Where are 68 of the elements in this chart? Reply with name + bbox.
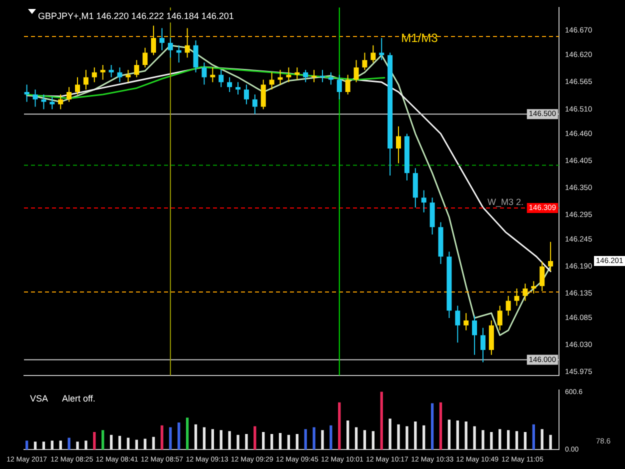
- bar: [540, 429, 544, 450]
- bar: [321, 430, 324, 450]
- bar: [498, 429, 502, 450]
- chart-title: GBPJPY+,M1 146.220 146.222 146.184 146.201: [38, 10, 234, 21]
- bar: [245, 434, 248, 450]
- bar: [296, 434, 298, 450]
- bar: [380, 392, 383, 450]
- bar: [287, 434, 290, 450]
- bar: [549, 434, 552, 450]
- bar: [160, 425, 164, 450]
- bar: [414, 421, 417, 450]
- bar: [102, 430, 104, 450]
- bar: [194, 424, 198, 450]
- bar: [473, 426, 476, 450]
- bar: [270, 434, 274, 450]
- bar: [126, 438, 130, 450]
- bar: [346, 420, 350, 450]
- bar: [397, 424, 400, 450]
- bar: [34, 442, 37, 450]
- bar: [422, 425, 426, 450]
- bar: [144, 438, 146, 450]
- text: VSA: [30, 394, 48, 404]
- bar: [110, 434, 113, 450]
- bar: [152, 436, 155, 450]
- bar: [532, 424, 535, 450]
- bar: [506, 430, 510, 450]
- bar: [76, 442, 79, 450]
- bar: [482, 430, 484, 450]
- bar: [178, 422, 180, 450]
- bar: [524, 432, 527, 450]
- bar: [304, 429, 307, 450]
- bar: [135, 440, 138, 450]
- bar: [220, 430, 222, 450]
- bar: [84, 440, 88, 450]
- bar: [406, 426, 408, 450]
- bar: [202, 427, 206, 450]
- bar: [388, 418, 392, 450]
- bar: [312, 427, 316, 450]
- bar: [430, 403, 434, 450]
- bar: [456, 420, 459, 450]
- bar: [354, 427, 358, 450]
- bar: [515, 431, 518, 450]
- bar: [448, 420, 451, 450]
- bar: [118, 436, 122, 450]
- bar: [50, 440, 54, 450]
- bar: [262, 432, 265, 450]
- bar: [25, 440, 28, 450]
- bar: [228, 431, 231, 450]
- bar: [254, 426, 256, 450]
- bar: [490, 432, 493, 450]
- bar: [186, 418, 189, 450]
- bar: [278, 432, 282, 450]
- bar: [211, 429, 214, 450]
- bar: [68, 438, 70, 450]
- bar: [439, 402, 442, 450]
- bar: [338, 402, 341, 450]
- bar: [93, 432, 96, 450]
- bar: [42, 442, 46, 450]
- bar: [59, 440, 62, 450]
- annotation: M1/M3: [401, 31, 438, 46]
- text: Alert off.: [62, 394, 96, 404]
- annotation: W_M3 2.: [487, 197, 524, 208]
- bar: [169, 427, 172, 450]
- bar: [330, 425, 332, 450]
- bar: [236, 434, 240, 450]
- bar: [363, 430, 366, 450]
- bar: [372, 431, 374, 450]
- bar: [464, 421, 468, 450]
